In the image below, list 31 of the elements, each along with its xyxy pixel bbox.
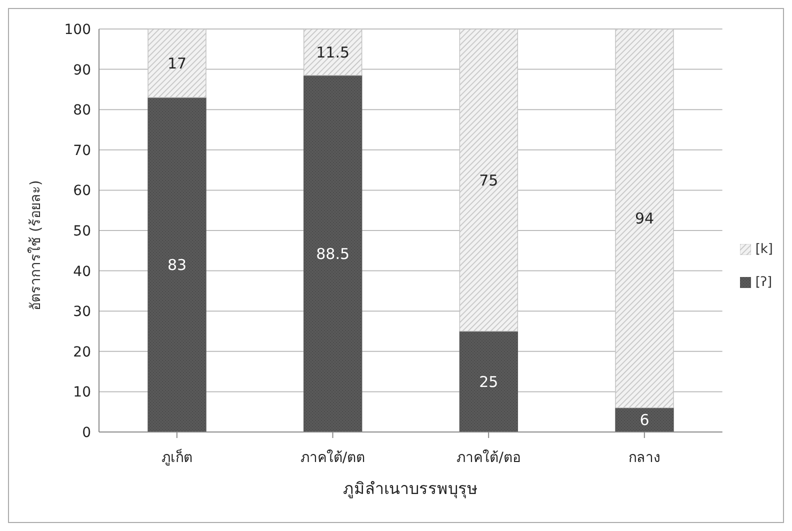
data-label: 25 bbox=[479, 372, 498, 391]
y-axis-title: อัตราการใช้ (ร้อยละ) bbox=[26, 180, 44, 310]
y-tick-label: 30 bbox=[73, 304, 91, 320]
y-tick-label: 100 bbox=[64, 22, 91, 38]
bar bbox=[459, 330, 518, 432]
y-tick-label: 20 bbox=[73, 344, 91, 360]
bar bbox=[615, 407, 674, 432]
data-label: 6 bbox=[640, 411, 650, 430]
y-tick-label: 40 bbox=[73, 264, 91, 280]
x-tick-label: ภูเก็ต bbox=[161, 448, 192, 466]
x-tick-label: กลาง bbox=[628, 450, 660, 466]
data-label: 17 bbox=[167, 54, 187, 73]
data-label: 88.5 bbox=[316, 244, 350, 263]
y-tick-label: 90 bbox=[73, 62, 91, 78]
y-tick-label: 10 bbox=[73, 384, 91, 401]
legend-label: [k] bbox=[755, 242, 773, 256]
y-tick-label: 0 bbox=[82, 424, 91, 441]
x-axis-title: ภูมิลำเนาบรรพบุรุษ bbox=[343, 479, 478, 499]
x-tick-label: ภาคใต้/ตต bbox=[300, 448, 366, 466]
legend-label: [ʔ] bbox=[755, 274, 772, 290]
bar bbox=[148, 97, 206, 432]
data-label: 94 bbox=[634, 210, 654, 228]
x-tick-label: ภาคใต้/ตอ bbox=[456, 448, 520, 466]
y-tick-label: 60 bbox=[73, 183, 91, 200]
data-label: 11.5 bbox=[316, 44, 350, 62]
y-tick-label: 50 bbox=[73, 223, 91, 240]
data-label: 75 bbox=[479, 171, 498, 190]
y-tick-label: 80 bbox=[73, 102, 91, 119]
y-tick-label: 70 bbox=[73, 142, 91, 159]
bar bbox=[303, 74, 362, 432]
data-label: 83 bbox=[167, 256, 187, 274]
